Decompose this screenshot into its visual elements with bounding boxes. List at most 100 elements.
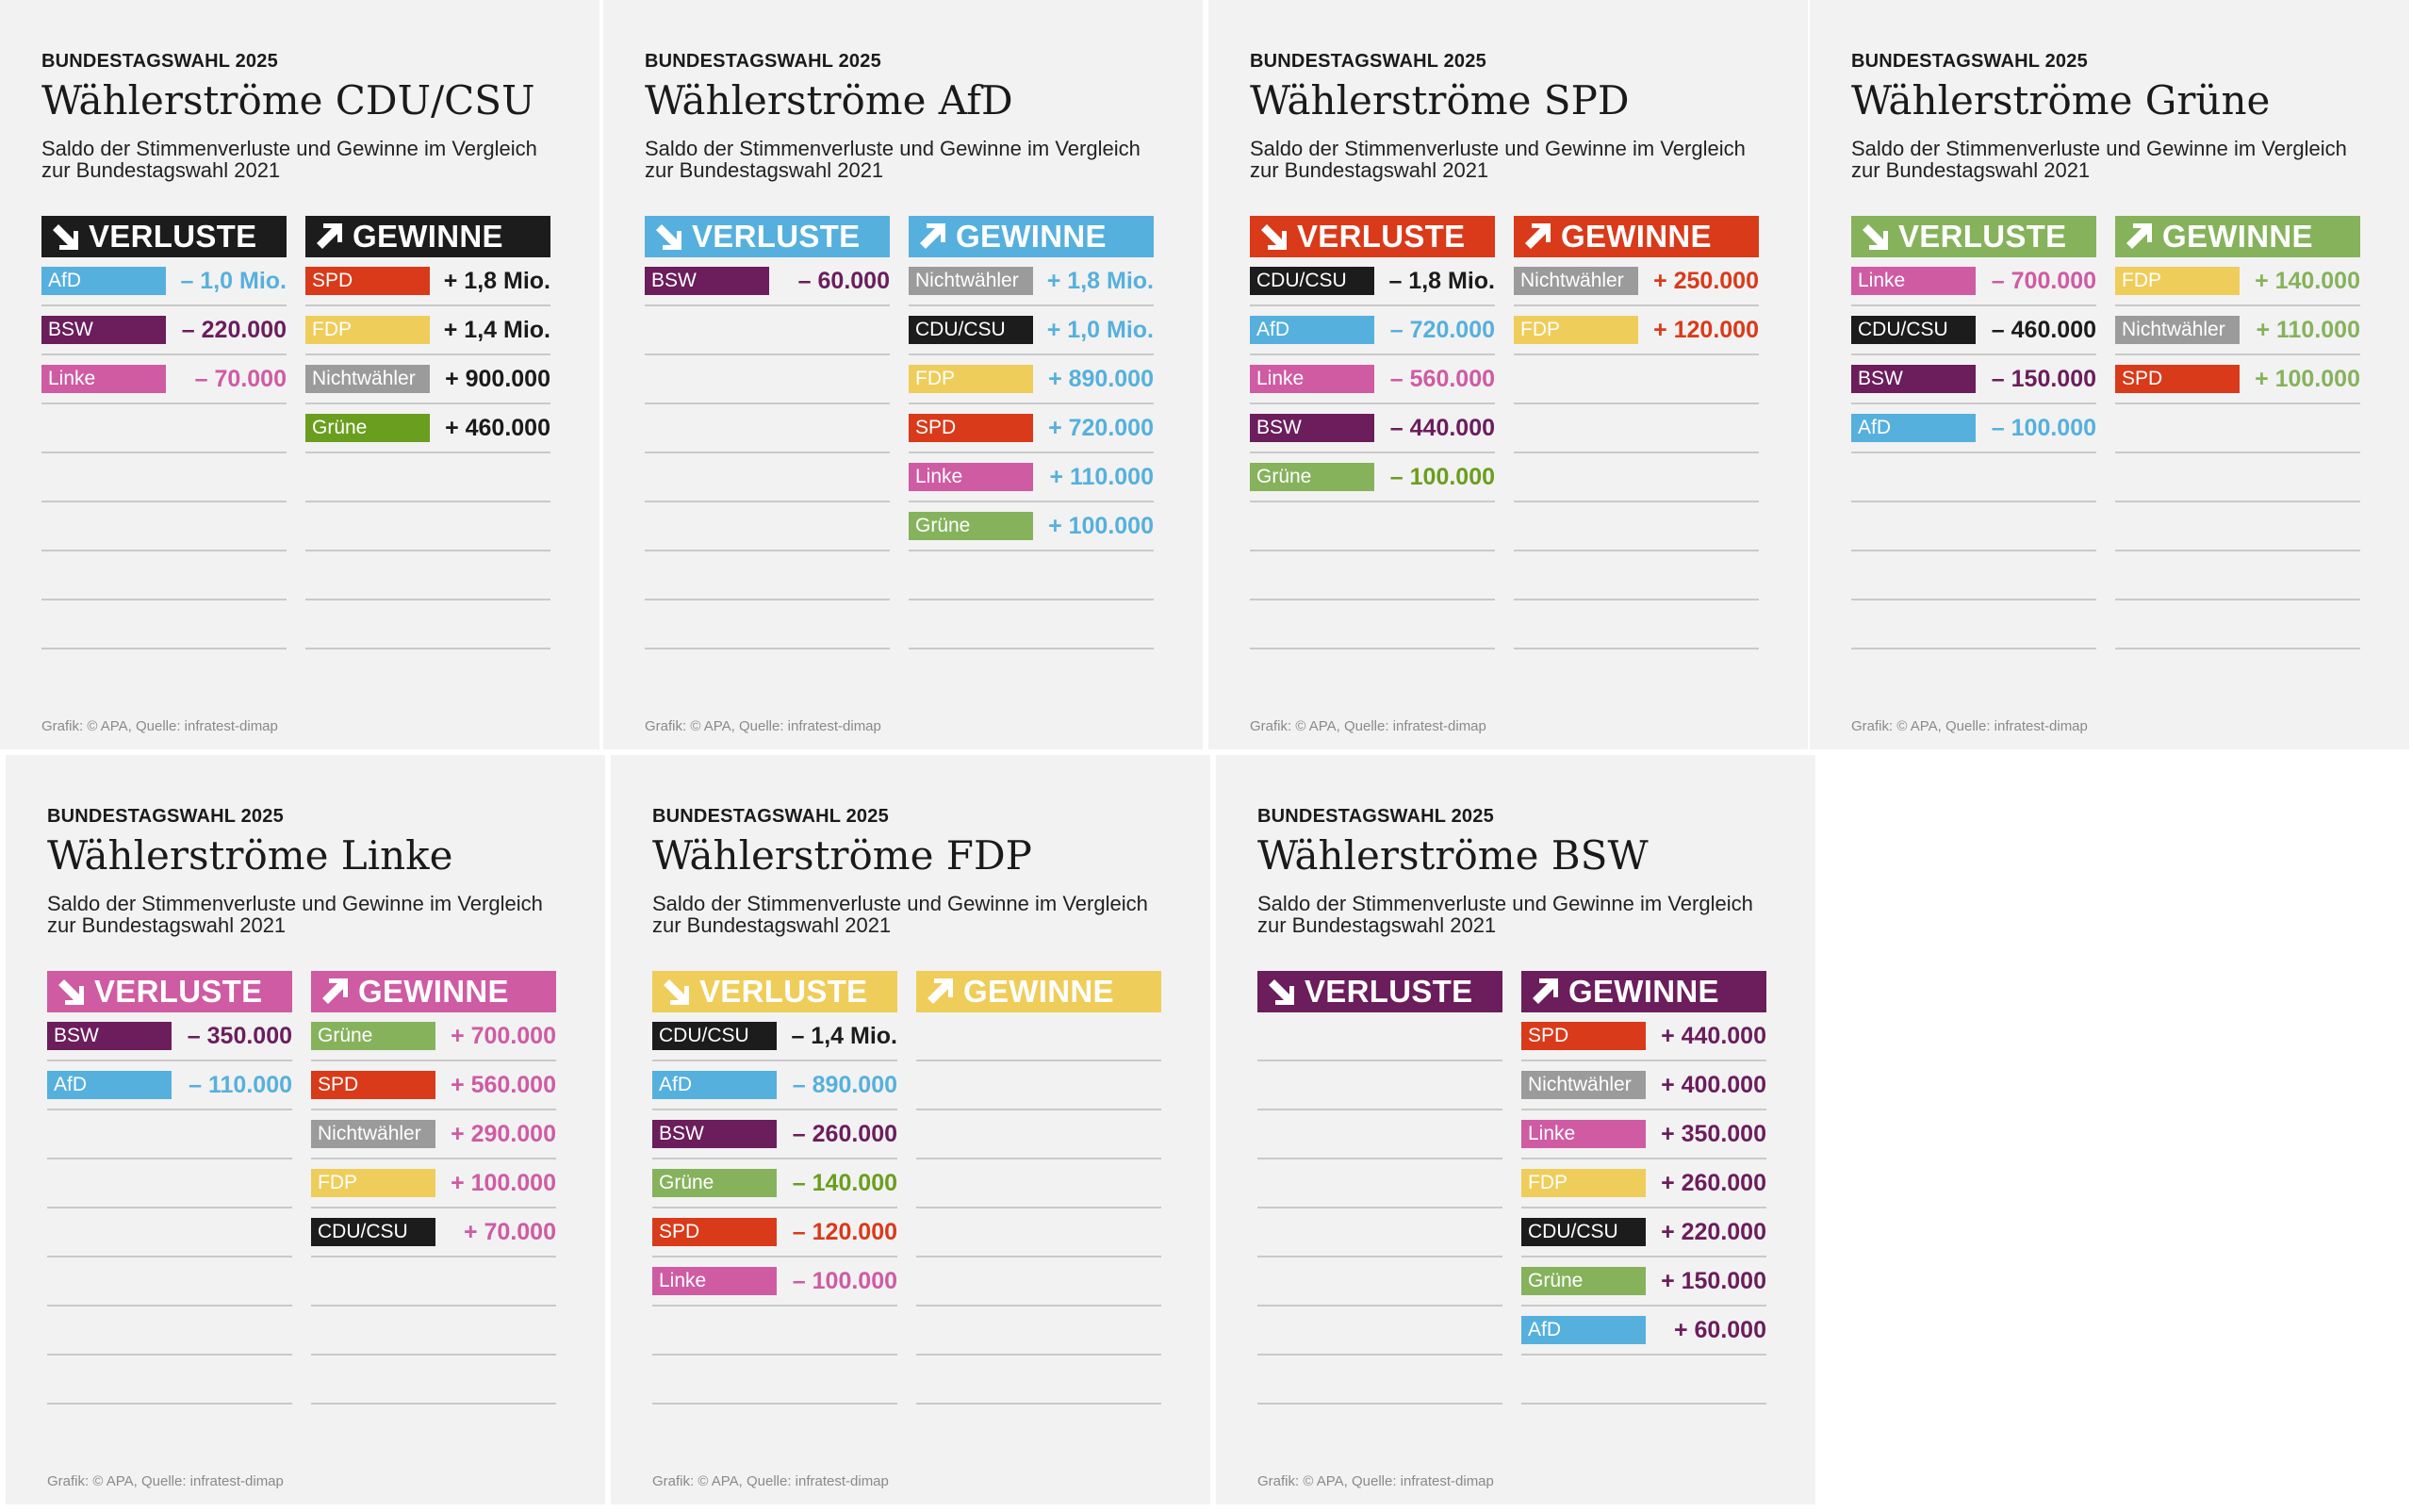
party-chip: Grüne: [1250, 463, 1374, 491]
source-credit: Grafik: © APA, Quelle: infratest-dimap: [645, 718, 881, 734]
flow-value: + 1,8 Mio.: [1046, 268, 1154, 294]
source-credit: Grafik: © APA, Quelle: infratest-dimap: [652, 1473, 889, 1489]
source-credit: Grafik: © APA, Quelle: infratest-dimap: [1257, 1473, 1494, 1489]
row-divider: [1851, 353, 2096, 355]
subtitle: Saldo der Stimmenverluste und Gewinne im…: [652, 892, 1148, 937]
source-credit: Grafik: © APA, Quelle: infratest-dimap: [1250, 718, 1486, 734]
arrow-down-right-icon: [1863, 224, 1888, 250]
party-chip: CDU/CSU: [1851, 316, 1976, 344]
party-chip: Grüne: [1521, 1267, 1646, 1295]
source-credit: Grafik: © APA, Quelle: infratest-dimap: [41, 718, 278, 734]
party-chip: SPD: [2115, 365, 2240, 393]
row-divider: [1521, 1158, 1766, 1159]
row-divider: [305, 403, 550, 404]
row-divider: [916, 1060, 1161, 1061]
row-divider: [305, 452, 550, 453]
row-divider: [909, 550, 1154, 551]
subtitle: Saldo der Stimmenverluste und Gewinne im…: [645, 137, 1141, 182]
table-row: SPD + 440.000: [1521, 1012, 1766, 1061]
eyebrow: BUNDESTAGSWAHL 2025: [47, 806, 284, 827]
party-chip: Nichtwähler: [1514, 267, 1638, 295]
row-divider: [311, 1207, 556, 1208]
flow-value: + 440.000: [1661, 1023, 1766, 1049]
flow-value: + 150.000: [1661, 1268, 1766, 1294]
row-divider: [645, 501, 890, 502]
table-row: CDU/CSU + 1,0 Mio.: [909, 306, 1154, 355]
flow-value: + 140.000: [2255, 268, 2360, 294]
table-row: Grüne – 100.000: [1250, 453, 1495, 502]
table-row: Linke + 350.000: [1521, 1110, 1766, 1159]
losses-header: VERLUSTE: [1257, 971, 1502, 1012]
row-divider: [1851, 599, 2096, 600]
row-divider: [1250, 403, 1495, 404]
row-divider: [652, 1207, 897, 1208]
gains-header: GEWINNE: [311, 971, 556, 1012]
gains-header-label: GEWINNE: [358, 974, 509, 1009]
party-chip: Nichtwähler: [311, 1120, 435, 1148]
party-chip: FDP: [1521, 1169, 1646, 1197]
row-divider: [645, 403, 890, 404]
chart-panel: BUNDESTAGSWAHL 2025 Wählerströme AfD Saldo…: [603, 0, 1203, 749]
party-chip: BSW: [47, 1022, 172, 1050]
panel-title: Wählerströme Linke: [47, 832, 453, 879]
row-divider: [1514, 304, 1759, 306]
party-chip: Grüne: [305, 414, 430, 442]
row-divider: [2115, 403, 2360, 404]
gains-header: GEWINNE: [1514, 216, 1759, 257]
party-chip: FDP: [311, 1169, 435, 1197]
row-divider: [916, 1354, 1161, 1356]
row-divider: [41, 403, 287, 404]
row-divider: [305, 599, 550, 600]
gains-header: GEWINNE: [2115, 216, 2360, 257]
arrow-down-right-icon: [1269, 979, 1294, 1005]
row-divider: [1521, 1354, 1766, 1356]
table-row: Nichtwähler + 900.000: [305, 355, 550, 404]
party-chip: FDP: [2115, 267, 2240, 295]
chart-panel: BUNDESTAGSWAHL 2025 Wählerströme Grüne Sal…: [1810, 0, 2409, 749]
source-credit: Grafik: © APA, Quelle: infratest-dimap: [47, 1473, 284, 1489]
party-chip: BSW: [652, 1120, 777, 1148]
table-row: BSW – 260.000: [652, 1110, 897, 1159]
row-divider: [47, 1305, 292, 1307]
table-row: CDU/CSU + 220.000: [1521, 1208, 1766, 1257]
party-chip: FDP: [305, 316, 430, 344]
row-divider: [1514, 648, 1759, 649]
row-divider: [1257, 1403, 1502, 1405]
flow-value: – 150.000: [1991, 366, 2096, 392]
table-row: FDP + 100.000: [311, 1159, 556, 1208]
flow-value: + 700.000: [451, 1023, 556, 1049]
row-divider: [1250, 648, 1495, 649]
subtitle: Saldo der Stimmenverluste und Gewinne im…: [1851, 137, 2347, 182]
table-row: FDP + 120.000: [1514, 306, 1759, 355]
gains-column: GEWINNE Nichtwähler + 250.000 FDP + 120.000: [1514, 216, 1759, 649]
row-divider: [1514, 501, 1759, 502]
party-chip: Linke: [41, 365, 166, 393]
party-chip: BSW: [41, 316, 166, 344]
party-chip: Linke: [1851, 267, 1976, 295]
row-divider: [1257, 1060, 1502, 1061]
gains-header-label: GEWINNE: [963, 974, 1114, 1009]
losses-header: VERLUSTE: [652, 971, 897, 1012]
flow-value: + 720.000: [1048, 415, 1154, 441]
gains-column: GEWINNE: [916, 971, 1161, 1405]
row-divider: [916, 1256, 1161, 1257]
subtitle: Saldo der Stimmenverluste und Gewinne im…: [47, 892, 543, 937]
row-divider: [1514, 403, 1759, 404]
row-divider: [1257, 1109, 1502, 1110]
flow-value: + 120.000: [1653, 317, 1759, 343]
row-divider: [41, 452, 287, 453]
row-divider: [916, 1158, 1161, 1159]
flow-value: + 1,4 Mio.: [443, 317, 550, 343]
party-chip: BSW: [645, 267, 769, 295]
table-row: Grüne + 460.000: [305, 404, 550, 453]
flow-value: – 1,4 Mio.: [791, 1023, 897, 1049]
gains-column: GEWINNE SPD + 440.000 Nichtwähler + 400.000 L…: [1521, 971, 1766, 1405]
source-credit: Grafik: © APA, Quelle: infratest-dimap: [1851, 718, 2088, 734]
table-row: AfD + 60.000: [1521, 1307, 1766, 1356]
eyebrow: BUNDESTAGSWAHL 2025: [652, 806, 889, 827]
eyebrow: BUNDESTAGSWAHL 2025: [1851, 51, 2088, 72]
table-row: FDP + 260.000: [1521, 1159, 1766, 1208]
party-chip: Linke: [652, 1267, 777, 1295]
losses-header-label: VERLUSTE: [89, 219, 257, 254]
flow-value: – 140.000: [792, 1170, 897, 1196]
